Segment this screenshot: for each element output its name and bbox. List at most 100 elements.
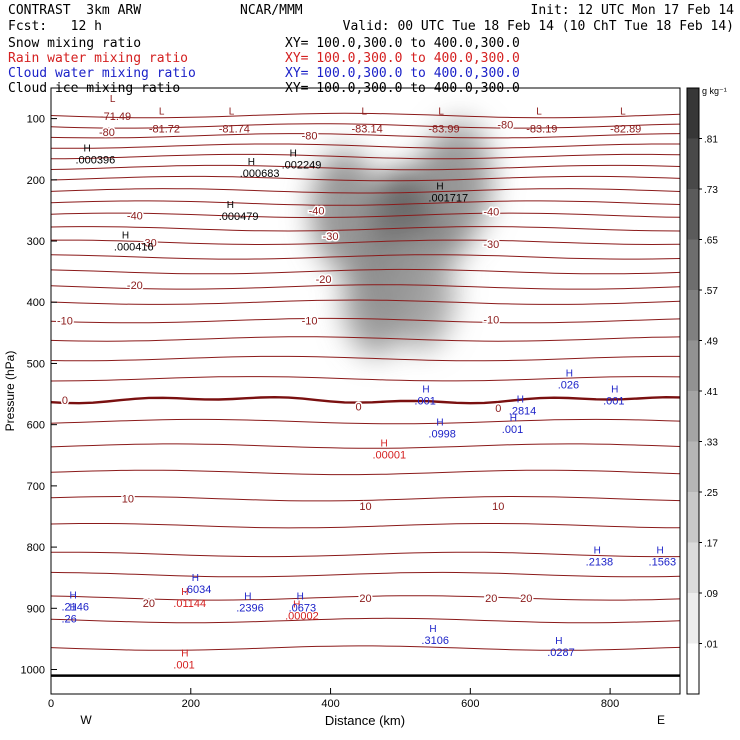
isotherm-line <box>51 469 680 476</box>
isotherm-line <box>51 284 680 290</box>
isotherm-line <box>51 188 680 194</box>
isotherm-line <box>51 164 680 171</box>
colorbar-segment <box>687 643 699 695</box>
low-marker: L <box>362 106 368 117</box>
isotherm-line <box>51 595 680 601</box>
isotherm-label: 10 <box>122 494 134 506</box>
cloud-water-max-value: .001 <box>414 396 435 408</box>
isotherm-label: -10 <box>483 314 499 326</box>
low-temperature-label: -81.72 <box>149 123 180 135</box>
cloud-water-max-value: .001 <box>502 424 523 436</box>
isotherm-line <box>51 551 680 558</box>
isotherm-label: 0 <box>495 403 501 415</box>
isotherm-label: -80 <box>497 120 513 132</box>
y-tick-label: 400 <box>27 297 45 309</box>
low-temperature-label: -83.99 <box>428 123 459 135</box>
colorbar-segment <box>687 593 699 644</box>
snow-max-value: .001717 <box>428 192 468 204</box>
isotherm-line <box>51 495 680 502</box>
isotherm-label: 20 <box>359 593 371 605</box>
plot-frame <box>50 87 681 695</box>
isotherm-line <box>51 376 680 382</box>
y-tick-label: 500 <box>27 358 45 370</box>
isotherm-line <box>51 645 680 651</box>
isotherm-label: -30 <box>483 239 499 251</box>
rain-max-marker: H <box>380 438 387 449</box>
cloud-water-max-value: .6034 <box>184 584 212 596</box>
isotherm-line <box>51 355 680 362</box>
colorbar-segment <box>687 189 699 240</box>
colorbar-label: .09 <box>704 589 718 600</box>
cloud-water-max-marker: H <box>429 624 436 635</box>
rain-max-marker: H <box>181 648 188 659</box>
colorbar-label: .65 <box>704 236 718 247</box>
cloud-water-max-marker: H <box>422 385 429 396</box>
y-tick-label: 300 <box>27 236 45 248</box>
cloud-water-max-marker: H <box>611 385 618 396</box>
cloud-water-max-marker: H <box>657 546 664 557</box>
colorbar-label: .25 <box>704 488 718 499</box>
colorbar-segment <box>687 138 699 190</box>
y-tick-label: 100 <box>27 114 45 126</box>
cloud-water-max-value: .2146 <box>61 601 89 613</box>
low-temperature-label: -71.49 <box>100 111 131 123</box>
cloud-water-max-value: .001 <box>603 396 624 408</box>
cloud-water-max-value: .0673 <box>289 603 317 615</box>
cloud-water-max-marker: H <box>510 413 517 424</box>
isotherm-line <box>51 212 680 218</box>
header-center: NCAR/MMM <box>240 3 303 18</box>
colorbar-segment <box>687 340 699 392</box>
isotherm-line <box>51 153 680 160</box>
snow-max-value: .002249 <box>282 159 322 171</box>
isotherm-label: -20 <box>127 280 143 292</box>
colorbar-label: .17 <box>704 539 718 550</box>
isotherm-line <box>51 226 680 232</box>
isotherm-line <box>51 395 680 405</box>
colorbar-label: .57 <box>704 286 718 297</box>
isotherm-label: -10 <box>302 316 318 328</box>
snow-max-value: .000416 <box>114 241 154 253</box>
cloud-water-max-marker: H <box>566 369 573 380</box>
low-temperature-label: -81.74 <box>219 123 250 135</box>
y-tick-label: 1000 <box>21 665 45 677</box>
snow-max-marker: H <box>83 143 90 154</box>
isotherm-line <box>51 123 680 129</box>
cloud-water-max-marker: H <box>192 573 199 584</box>
x-tick-label: 0 <box>48 698 54 710</box>
snow-max-marker: H <box>122 230 129 241</box>
cloud-water-max-marker: H <box>436 418 443 429</box>
snow-max-marker: H <box>227 200 234 211</box>
isotherm-line <box>51 112 680 119</box>
low-temperature-label: -83.19 <box>526 123 557 135</box>
x-tick-label: 600 <box>461 698 479 710</box>
isotherm-line <box>51 443 680 449</box>
cloud-water-max-marker: H <box>69 603 76 614</box>
cloud-water-max-value: .2138 <box>586 557 614 569</box>
isotherm-line <box>51 239 680 246</box>
isotherm-label: -30 <box>141 237 157 249</box>
isotherm-line <box>51 254 680 260</box>
y-tick-label: 200 <box>27 175 45 187</box>
colorbar-unit: g kg⁻¹ <box>702 86 727 96</box>
colorbar-label: .41 <box>704 387 718 398</box>
isotherm-line <box>51 317 680 324</box>
snow-max-marker: H <box>436 181 443 192</box>
isotherm-line <box>51 200 680 206</box>
field-snow-label: Snow mixing ratio <box>8 36 142 51</box>
field-cloudwater-xy: XY= 100.0,300.0 to 400.0,300.0 <box>285 66 520 81</box>
colorbar-label: .73 <box>704 185 718 196</box>
isotherm-line <box>51 523 680 529</box>
header-fcst: Fcst: 12 h <box>8 19 102 34</box>
low-marker: L <box>438 106 444 117</box>
isotherm-line <box>51 571 680 578</box>
snow-max-value: .000396 <box>75 154 115 166</box>
y-axis-title: Pressure (hPa) <box>3 351 17 432</box>
field-snow-xy: XY= 100.0,300.0 to 400.0,300.0 <box>285 36 520 51</box>
colorbar-label: .81 <box>704 135 718 146</box>
rain-max-value: .001 <box>173 659 194 671</box>
low-marker: L <box>110 94 116 105</box>
cloud-water-max-marker: H <box>594 546 601 557</box>
colorbar-segment <box>687 492 699 543</box>
isotherm-line <box>51 133 680 139</box>
